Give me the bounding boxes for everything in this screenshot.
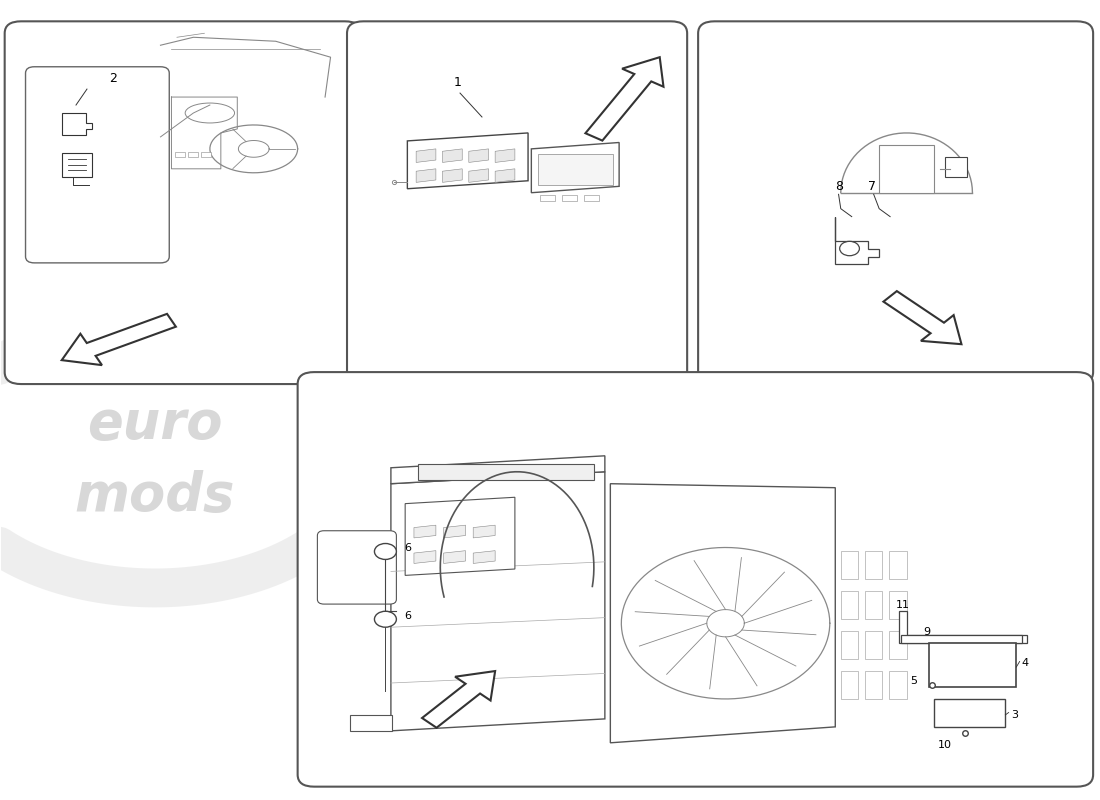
FancyBboxPatch shape xyxy=(4,22,361,384)
Polygon shape xyxy=(390,472,605,731)
Bar xyxy=(945,157,967,177)
Bar xyxy=(865,591,882,619)
Bar xyxy=(540,195,556,201)
Bar xyxy=(584,195,600,201)
Bar xyxy=(865,671,882,699)
Bar xyxy=(889,551,906,579)
Bar xyxy=(889,631,906,659)
Text: 7: 7 xyxy=(868,180,877,193)
Bar xyxy=(201,152,211,157)
Text: 5: 5 xyxy=(911,676,917,686)
Polygon shape xyxy=(443,550,465,563)
Bar xyxy=(538,154,613,185)
Polygon shape xyxy=(585,57,663,141)
Polygon shape xyxy=(443,525,465,538)
Ellipse shape xyxy=(185,103,234,123)
Polygon shape xyxy=(901,635,1022,643)
Polygon shape xyxy=(414,550,436,563)
Text: a passion for mods since 1995: a passion for mods since 1995 xyxy=(505,517,814,634)
Bar xyxy=(865,551,882,579)
Bar xyxy=(175,152,185,157)
Bar xyxy=(418,464,594,480)
Polygon shape xyxy=(469,149,488,162)
Polygon shape xyxy=(422,671,495,728)
Text: 8: 8 xyxy=(835,180,844,193)
Bar xyxy=(562,195,578,201)
Polygon shape xyxy=(473,550,495,563)
Text: 10: 10 xyxy=(938,740,952,750)
Text: 6: 6 xyxy=(404,543,411,554)
Bar xyxy=(840,551,858,579)
Polygon shape xyxy=(473,525,495,538)
Polygon shape xyxy=(883,291,961,344)
Polygon shape xyxy=(416,169,436,182)
Bar xyxy=(865,631,882,659)
Polygon shape xyxy=(407,133,528,189)
Text: since 1995: since 1995 xyxy=(807,563,974,652)
Text: 3: 3 xyxy=(1011,710,1018,720)
Polygon shape xyxy=(62,314,176,365)
Bar xyxy=(840,631,858,659)
Polygon shape xyxy=(610,484,835,743)
Polygon shape xyxy=(469,169,488,182)
Circle shape xyxy=(839,242,859,256)
Polygon shape xyxy=(414,525,436,538)
Bar xyxy=(840,591,858,619)
Bar xyxy=(840,671,858,699)
Bar xyxy=(350,715,392,731)
Bar xyxy=(928,643,1016,687)
Text: 2: 2 xyxy=(109,72,117,85)
FancyBboxPatch shape xyxy=(298,372,1093,786)
Text: euro: euro xyxy=(87,398,222,450)
Bar xyxy=(879,145,934,193)
Circle shape xyxy=(374,611,396,627)
Polygon shape xyxy=(416,149,436,162)
Polygon shape xyxy=(405,498,515,575)
Polygon shape xyxy=(62,113,92,135)
FancyBboxPatch shape xyxy=(318,530,396,604)
Polygon shape xyxy=(442,169,462,182)
Polygon shape xyxy=(835,217,879,265)
Polygon shape xyxy=(390,456,605,484)
Bar xyxy=(188,152,198,157)
Polygon shape xyxy=(495,169,515,182)
Text: 6: 6 xyxy=(404,611,411,621)
Polygon shape xyxy=(62,153,92,177)
Bar xyxy=(934,699,1005,727)
Polygon shape xyxy=(899,611,1027,643)
Text: 11: 11 xyxy=(895,600,910,610)
Bar xyxy=(889,671,906,699)
FancyBboxPatch shape xyxy=(25,66,169,263)
Text: 4: 4 xyxy=(1022,658,1028,668)
Text: 1: 1 xyxy=(453,76,461,89)
Text: mods: mods xyxy=(75,470,235,522)
FancyBboxPatch shape xyxy=(698,22,1093,384)
Polygon shape xyxy=(531,142,619,193)
Polygon shape xyxy=(442,149,462,162)
Circle shape xyxy=(374,543,396,559)
Text: 9: 9 xyxy=(923,626,931,637)
Polygon shape xyxy=(495,149,515,162)
Bar xyxy=(889,591,906,619)
FancyBboxPatch shape xyxy=(346,22,688,384)
